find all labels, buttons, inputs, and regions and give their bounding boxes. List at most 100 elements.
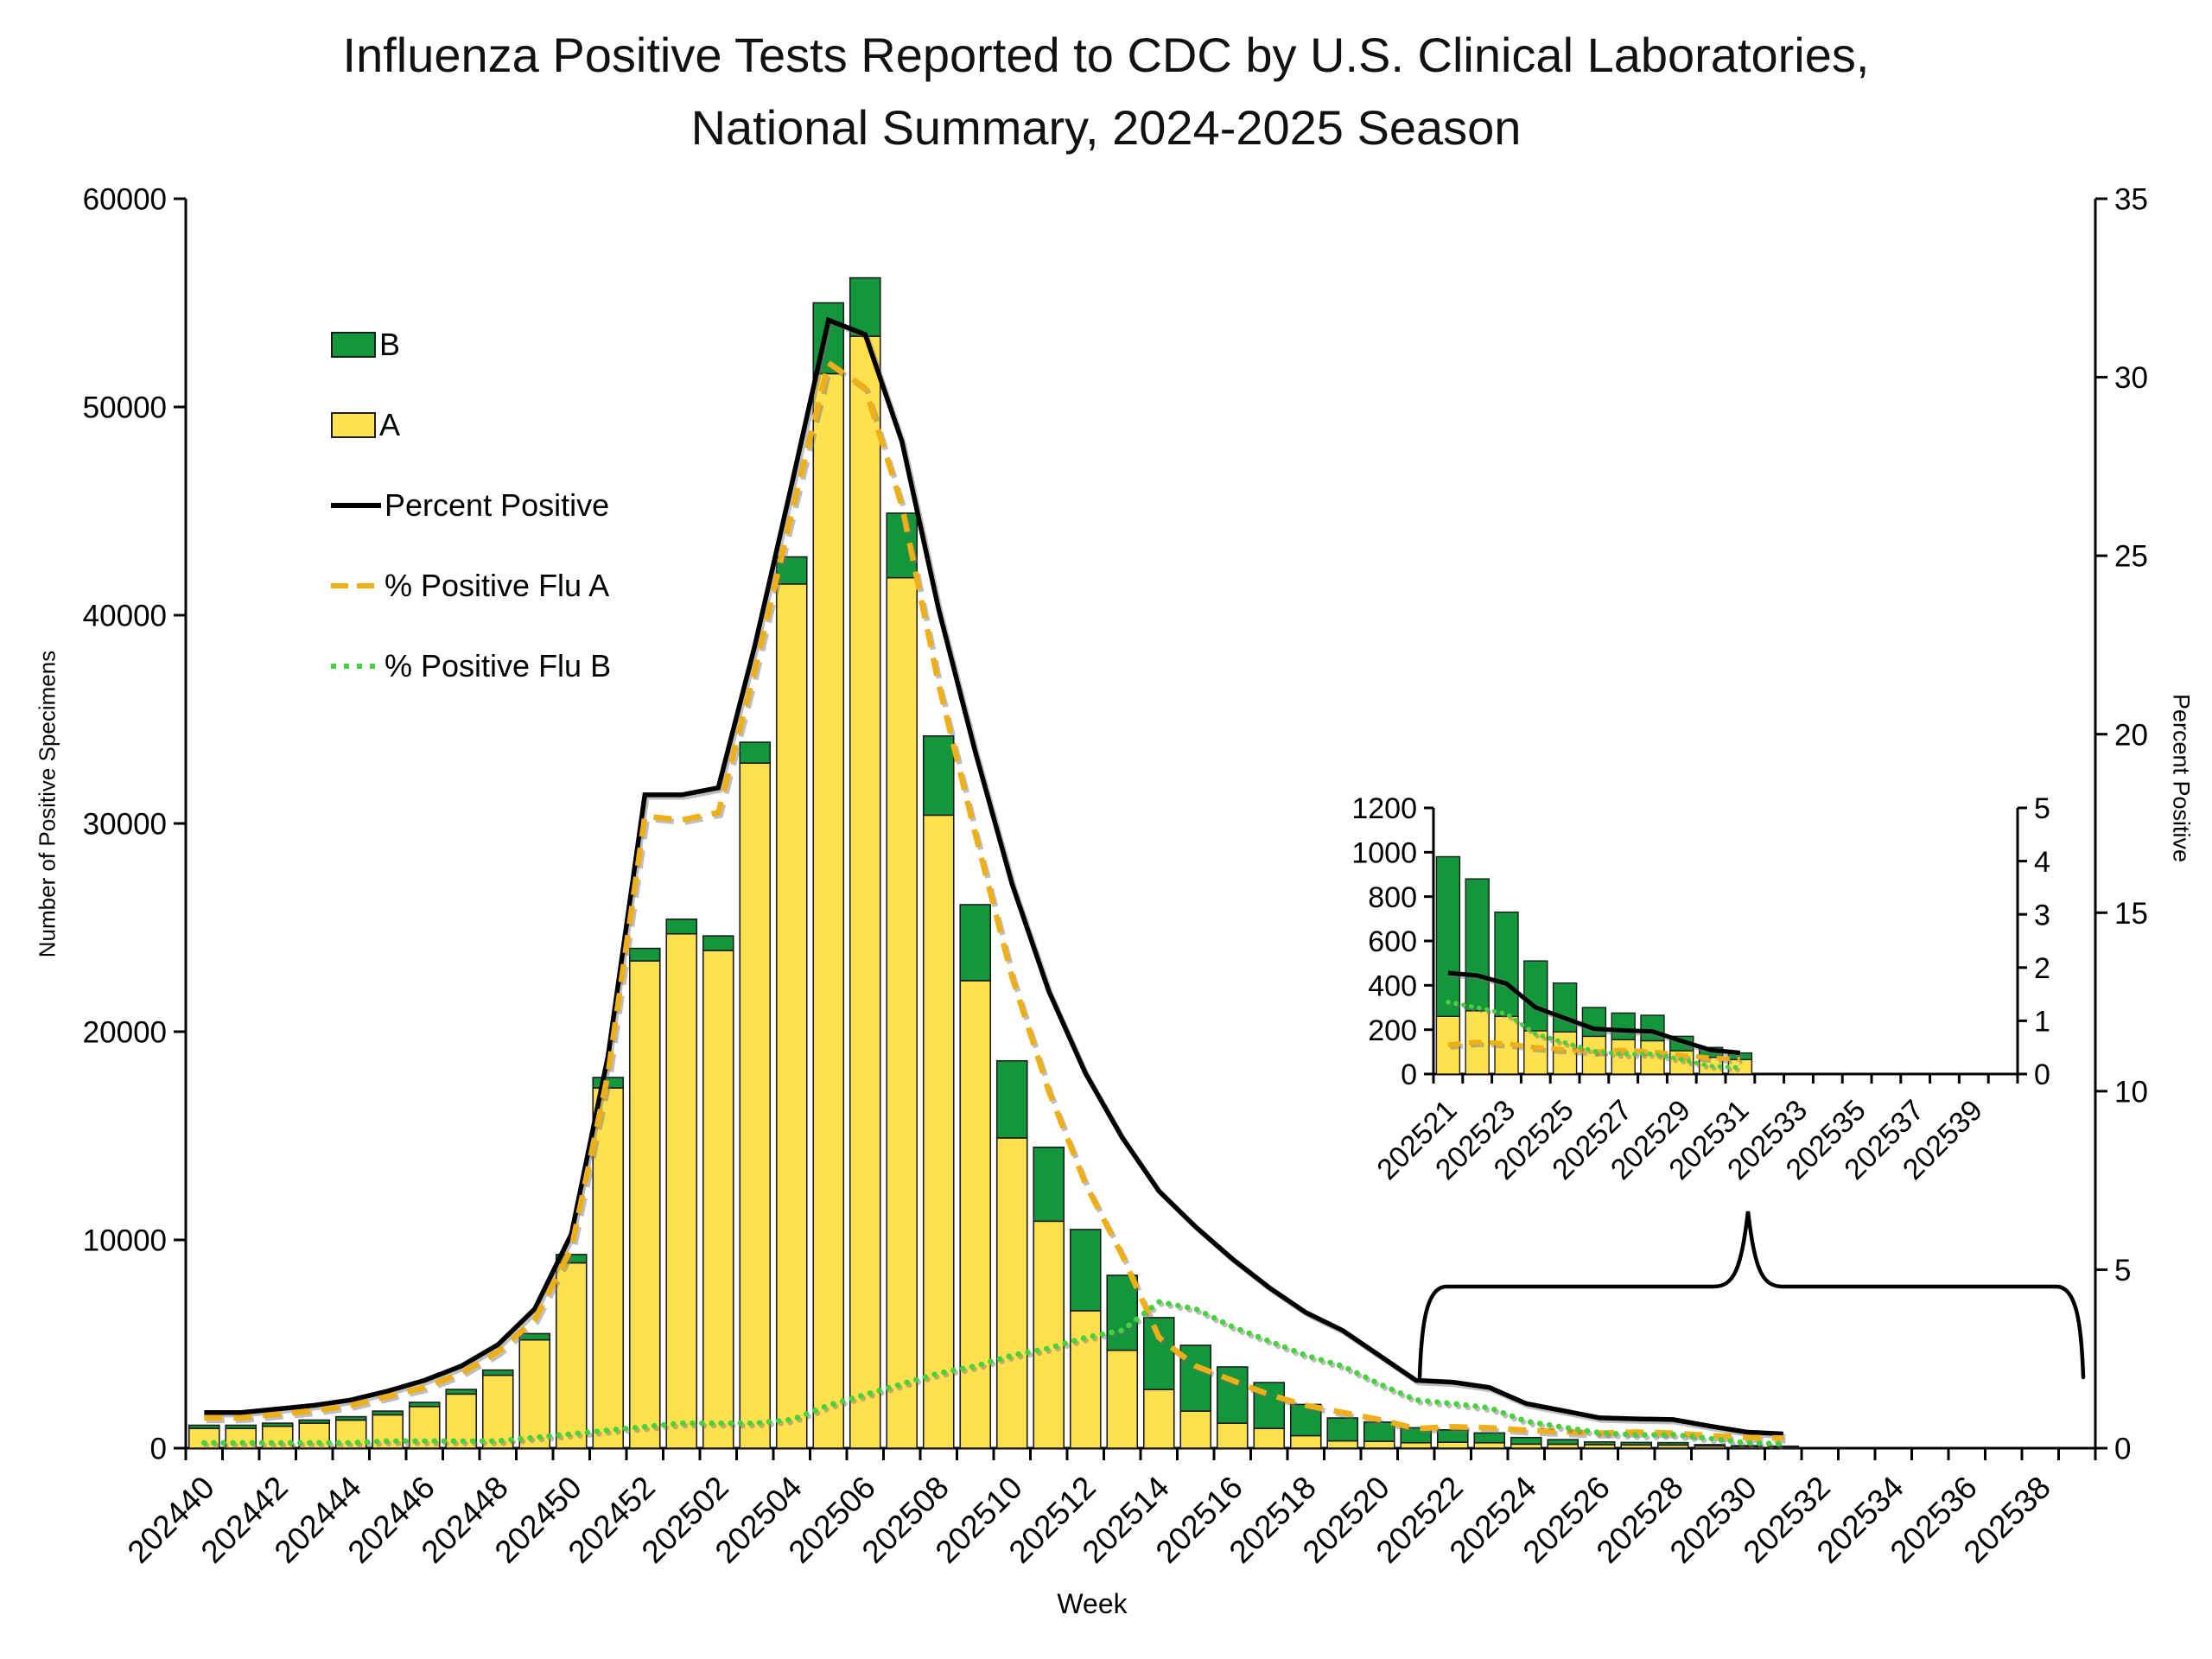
main-bar-b bbox=[739, 741, 772, 764]
main-bar-b bbox=[702, 935, 734, 951]
svg-text:200: 200 bbox=[1368, 1014, 1417, 1047]
main-bar-b bbox=[1216, 1366, 1249, 1424]
main-bar-b bbox=[555, 1254, 588, 1264]
main-bar-b bbox=[372, 1410, 404, 1416]
main-bar-b bbox=[1142, 1317, 1175, 1390]
main-bar-b bbox=[1436, 1428, 1469, 1443]
svg-text:35: 35 bbox=[2114, 183, 2148, 217]
svg-text:3: 3 bbox=[2034, 899, 2050, 931]
main-bar-a bbox=[1142, 1389, 1175, 1449]
main-bar-a bbox=[1216, 1422, 1249, 1449]
svg-text:0: 0 bbox=[150, 1433, 167, 1466]
main-bar-a bbox=[922, 814, 955, 1449]
svg-text:0: 0 bbox=[2034, 1058, 2050, 1091]
inset-bar-b bbox=[1611, 1012, 1636, 1040]
svg-text:10000: 10000 bbox=[83, 1224, 167, 1258]
legend-swatch-pct-flu-b-icon bbox=[331, 663, 381, 669]
main-bar-b bbox=[995, 1059, 1028, 1139]
inset-bar-b bbox=[1494, 911, 1519, 1017]
left-axis-title: Number of Positive Specimens bbox=[34, 650, 60, 958]
x-axis-title: Week bbox=[1057, 1588, 1128, 1619]
legend-swatch-a-icon bbox=[331, 411, 376, 438]
main-bar-b bbox=[1106, 1274, 1139, 1351]
main-bar-b bbox=[1069, 1229, 1102, 1312]
main-bar-b bbox=[1656, 1441, 1689, 1446]
svg-text:400: 400 bbox=[1368, 970, 1417, 1003]
legend-item-percent-positive: Percent Positive bbox=[331, 465, 611, 545]
main-bar-a bbox=[849, 335, 881, 1449]
main-bar-b bbox=[628, 947, 661, 962]
legend-swatch-b-icon bbox=[331, 331, 376, 358]
main-bar-b bbox=[518, 1332, 551, 1341]
main-bar-a bbox=[1400, 1441, 1433, 1449]
main-bar-a bbox=[1473, 1441, 1506, 1449]
main-bar-b bbox=[1326, 1417, 1359, 1442]
main-bar-b bbox=[298, 1419, 331, 1424]
main-bar-b bbox=[1363, 1421, 1395, 1442]
main-bar-a bbox=[995, 1137, 1028, 1449]
main-line--positive-flu-b bbox=[201, 1299, 1787, 1447]
main-bar-a bbox=[1436, 1441, 1469, 1449]
svg-text:600: 600 bbox=[1368, 925, 1417, 958]
main-bar-b bbox=[408, 1402, 441, 1408]
legend-swatch-pct-flu-a-icon bbox=[331, 582, 381, 588]
legend-label-a: A bbox=[379, 406, 401, 442]
svg-text:30: 30 bbox=[2114, 361, 2148, 395]
inset-bar-b bbox=[1465, 878, 1490, 1012]
main-bar-b bbox=[1473, 1432, 1506, 1444]
main-bar-b bbox=[1767, 1445, 1800, 1448]
legend-label-percent-positive: Percent Positive bbox=[385, 486, 610, 523]
main-bar-b bbox=[922, 734, 955, 817]
svg-text:40000: 40000 bbox=[83, 600, 167, 633]
main-bar-b bbox=[812, 302, 845, 375]
main-bar-b bbox=[1694, 1444, 1726, 1447]
inset-bars bbox=[1435, 855, 1753, 1075]
main-bar-b bbox=[261, 1422, 294, 1427]
main-bar-a bbox=[702, 950, 734, 1449]
svg-text:15: 15 bbox=[2114, 897, 2148, 931]
svg-text:5: 5 bbox=[2114, 1254, 2131, 1287]
svg-text:20: 20 bbox=[2114, 718, 2148, 752]
main-bar-a bbox=[628, 960, 661, 1449]
legend-label-pct-flu-a: % Positive Flu A bbox=[385, 567, 610, 603]
main-line--positive-flu-a bbox=[204, 358, 1783, 1441]
inset-line-shadow bbox=[1447, 1002, 1745, 1073]
svg-text:5: 5 bbox=[2034, 792, 2050, 825]
main-bar-b bbox=[1400, 1427, 1433, 1444]
legend-swatch-percent-positive-icon bbox=[331, 502, 381, 508]
main-bar-a bbox=[518, 1338, 551, 1449]
svg-text:1200: 1200 bbox=[1351, 792, 1417, 825]
main-bar-a bbox=[298, 1422, 331, 1449]
main-bar-a bbox=[1326, 1440, 1359, 1449]
main-bar-a bbox=[481, 1374, 514, 1449]
main-bar-a bbox=[739, 762, 772, 1449]
inset-bar-b bbox=[1435, 855, 1461, 1017]
right-axis-title: Percent Positive bbox=[2168, 693, 2195, 863]
chart-title-line1: Influenza Positive Tests Reported to CDC… bbox=[342, 28, 1870, 82]
inset-bar-b bbox=[1581, 1007, 1607, 1038]
main-bar-b bbox=[1510, 1436, 1542, 1446]
legend-item-pct-flu-b: % Positive Flu B bbox=[331, 626, 611, 706]
main-bar-a bbox=[775, 583, 808, 1449]
inset-background bbox=[1361, 783, 2045, 1085]
svg-text:25: 25 bbox=[2114, 540, 2148, 574]
main-bar-a bbox=[959, 980, 992, 1449]
svg-text:60000: 60000 bbox=[83, 183, 167, 217]
inset-line-percent-positive bbox=[1447, 970, 1741, 1055]
main-bars bbox=[188, 276, 1800, 1449]
main-line-percent-positive bbox=[204, 316, 1783, 1437]
inset-line-shadow bbox=[1450, 1042, 1743, 1065]
svg-text:1000: 1000 bbox=[1351, 837, 1417, 870]
legend-label-pct-flu-b: % Positive Flu B bbox=[385, 647, 612, 683]
main-bar-b bbox=[849, 276, 881, 337]
svg-text:2: 2 bbox=[2034, 952, 2050, 985]
main-bar-b bbox=[225, 1424, 257, 1429]
main-bar-a bbox=[886, 576, 918, 1449]
main-bar-b bbox=[1033, 1146, 1065, 1223]
main-bar-b bbox=[188, 1424, 220, 1429]
legend-item-a: A bbox=[331, 385, 611, 465]
svg-text:0: 0 bbox=[2114, 1433, 2131, 1466]
svg-text:50000: 50000 bbox=[83, 391, 167, 425]
main-bar-a bbox=[1363, 1440, 1395, 1449]
